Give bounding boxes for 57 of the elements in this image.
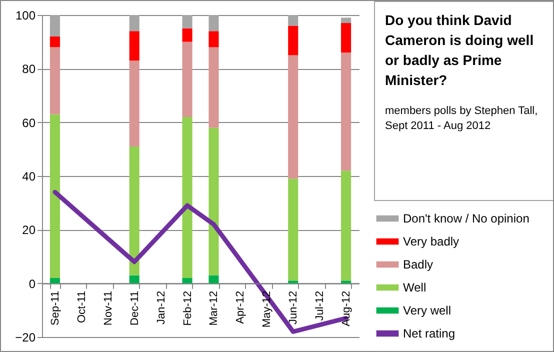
- legend-label: Badly: [403, 258, 434, 272]
- y-tick-label: 0: [28, 276, 36, 291]
- bar: [288, 55, 298, 179]
- bar: [129, 15, 140, 32]
- bar: [50, 114, 60, 278]
- legend-label: Net rating: [403, 326, 456, 340]
- bar: [341, 23, 352, 53]
- bar: [50, 278, 60, 284]
- x-tick-label: Jun-12: [288, 290, 300, 324]
- bar: [208, 128, 219, 276]
- bar: [341, 170, 352, 281]
- bar: [182, 15, 192, 28]
- x-tick-label: Jul-12: [314, 290, 326, 321]
- bar: [182, 278, 192, 284]
- x-tick-label: Oct-11: [76, 290, 88, 324]
- bar: [182, 116, 192, 278]
- y-tick-label: 100: [15, 8, 36, 22]
- x-tick-label: Jan-12: [155, 290, 168, 324]
- text: Do you think David Cameron is doing well or badly as Prime Minister?: [385, 11, 535, 90]
- bar: [208, 15, 219, 32]
- bar: [50, 36, 60, 48]
- x-tick-label: Aug-12: [340, 290, 353, 326]
- x-tick-label: Sep-11: [49, 290, 62, 326]
- bar: [208, 275, 219, 284]
- x-tick-label: Feb-12: [182, 290, 194, 326]
- bar: [288, 280, 298, 284]
- legend-label: Well: [403, 280, 426, 294]
- x-tick-label: Apr-12: [234, 290, 247, 324]
- x-tick-label: Nov-11: [102, 290, 114, 326]
- y-tick-label: 40: [22, 170, 36, 184]
- bar: [129, 60, 140, 146]
- y-tick-label: 20: [22, 223, 36, 238]
- x-tick-label: Dec-11: [128, 290, 141, 326]
- x-tick-label: Mar-12: [208, 290, 220, 326]
- bar: [341, 18, 352, 24]
- bar: [208, 31, 219, 48]
- bar: [50, 47, 60, 114]
- bar: [341, 52, 352, 171]
- bar: [288, 178, 298, 281]
- bar: [182, 28, 192, 42]
- bar: [341, 280, 352, 284]
- bar: [129, 31, 140, 61]
- bar: [288, 26, 298, 56]
- bar: [50, 15, 60, 36]
- x-tick-label: May-12: [261, 290, 274, 328]
- y-tick-label: −20: [15, 330, 36, 344]
- bar: [129, 146, 140, 276]
- legend-label: Very badly: [403, 234, 460, 248]
- y-tick-label: 80: [22, 62, 36, 76]
- bar: [288, 15, 298, 26]
- bar: [208, 47, 219, 128]
- y-tick-label: 60: [22, 116, 36, 130]
- bar: [182, 42, 192, 117]
- bar: [129, 275, 140, 284]
- legend-label: Very well: [403, 304, 452, 318]
- legend-label: Don't know / No opinion: [403, 212, 530, 226]
- text: members polls by Stephen Tall, Sept 2011 - Aug 2012: [385, 104, 539, 134]
